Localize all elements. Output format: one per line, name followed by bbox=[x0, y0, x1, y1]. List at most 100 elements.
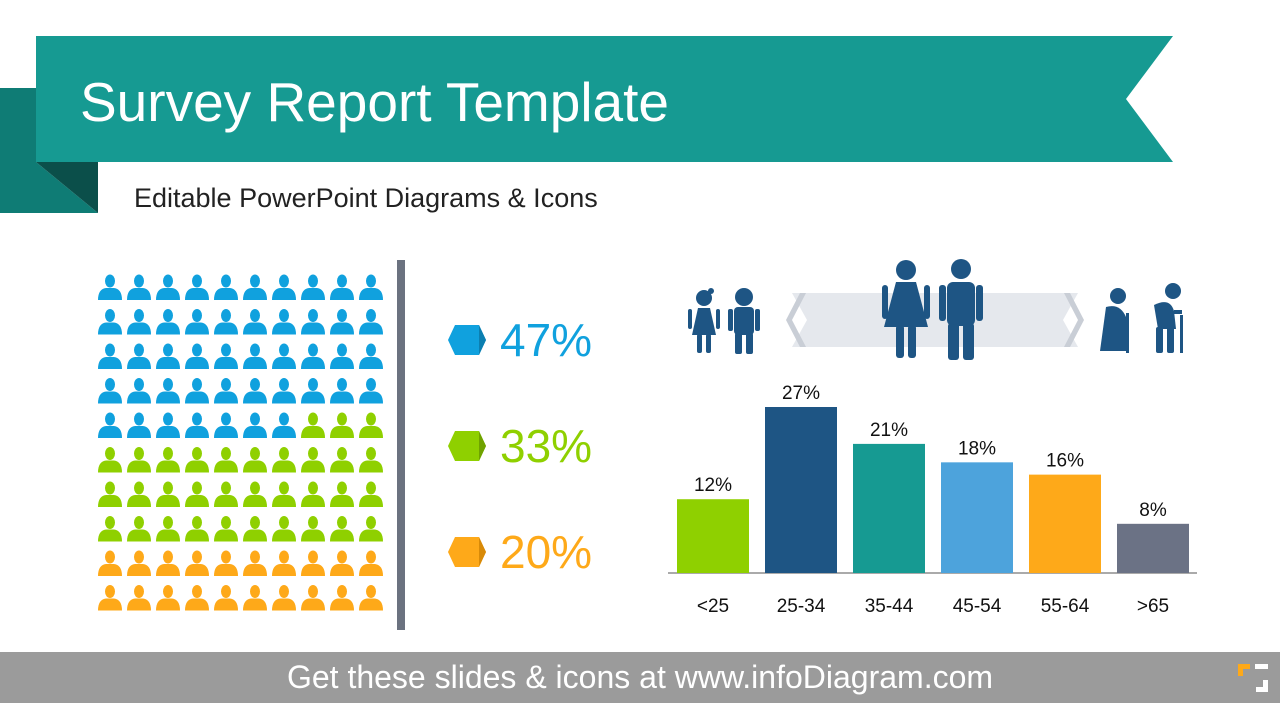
bar bbox=[765, 407, 837, 573]
person-icon bbox=[214, 378, 238, 404]
seniors-icon bbox=[1100, 283, 1183, 353]
person-icon bbox=[127, 343, 151, 369]
hexagon-icon bbox=[448, 325, 486, 355]
person-icon bbox=[127, 447, 151, 473]
person-icon bbox=[243, 585, 267, 611]
person-icon bbox=[272, 585, 296, 611]
person-icon bbox=[156, 585, 180, 611]
page-title: Survey Report Template bbox=[80, 71, 669, 133]
x-tick-label: 45-54 bbox=[953, 596, 1002, 617]
person-icon bbox=[127, 412, 151, 438]
person-icon bbox=[98, 274, 122, 300]
person-icon bbox=[185, 343, 209, 369]
children-icon bbox=[688, 288, 760, 354]
person-icon bbox=[156, 309, 180, 335]
person-icon bbox=[359, 585, 383, 611]
person-icon bbox=[243, 274, 267, 300]
stat-blue: 47% bbox=[448, 310, 648, 370]
bar bbox=[1029, 474, 1101, 573]
bar bbox=[1117, 523, 1189, 573]
person-icon bbox=[330, 585, 354, 611]
person-icon bbox=[330, 274, 354, 300]
infodiagram-logo-icon bbox=[1238, 664, 1268, 692]
person-icon bbox=[243, 412, 267, 438]
person-icon bbox=[156, 343, 180, 369]
person-icon bbox=[359, 516, 383, 542]
person-icon bbox=[98, 585, 122, 611]
person-icon bbox=[330, 447, 354, 473]
person-icon bbox=[359, 550, 383, 576]
person-icon bbox=[272, 343, 296, 369]
person-icon bbox=[214, 343, 238, 369]
person-icon bbox=[127, 309, 151, 335]
person-icon bbox=[301, 378, 325, 404]
person-icon bbox=[359, 447, 383, 473]
bar bbox=[677, 499, 749, 573]
person-icon bbox=[98, 516, 122, 542]
stat-green-value: 33% bbox=[500, 420, 593, 472]
person-icon bbox=[185, 516, 209, 542]
person-icon bbox=[98, 481, 122, 507]
bar bbox=[853, 443, 925, 573]
footer-link[interactable]: Get these slides & icons at www.infoDiag… bbox=[286, 659, 994, 695]
person-icon bbox=[156, 516, 180, 542]
person-icon bbox=[185, 378, 209, 404]
page-subtitle: Editable PowerPoint Diagrams & Icons bbox=[134, 183, 598, 213]
stat-orange-value: 20% bbox=[500, 526, 593, 578]
x-tick-label: 55-64 bbox=[1041, 596, 1090, 617]
bar-value-label: 16% bbox=[1046, 451, 1084, 472]
person-icon bbox=[330, 343, 354, 369]
person-icon bbox=[272, 378, 296, 404]
person-icon bbox=[156, 481, 180, 507]
person-icon bbox=[185, 481, 209, 507]
person-icon bbox=[330, 481, 354, 507]
person-icon bbox=[156, 274, 180, 300]
person-icon bbox=[243, 481, 267, 507]
person-icon bbox=[127, 481, 151, 507]
person-icon bbox=[98, 309, 122, 335]
people-grid bbox=[98, 274, 383, 611]
person-icon bbox=[98, 447, 122, 473]
bar-value-label: 27% bbox=[782, 383, 820, 404]
person-icon bbox=[214, 481, 238, 507]
bar-value-label: 8% bbox=[1139, 500, 1167, 521]
person-icon bbox=[214, 516, 238, 542]
person-icon bbox=[214, 447, 238, 473]
vertical-divider bbox=[397, 260, 405, 630]
person-icon bbox=[243, 550, 267, 576]
person-icon bbox=[330, 550, 354, 576]
person-icon bbox=[301, 585, 325, 611]
person-icon bbox=[214, 585, 238, 611]
age-bar-chart: 12% <25 27% 25-34 21% 35-44 18% 45-54 16% 55-64 8%… bbox=[668, 383, 1197, 617]
age-illustration bbox=[688, 259, 1183, 360]
person-icon bbox=[185, 585, 209, 611]
person-icon bbox=[98, 343, 122, 369]
person-icon bbox=[330, 412, 354, 438]
x-tick-label: <25 bbox=[697, 596, 729, 617]
hexagon-icon bbox=[448, 537, 486, 567]
person-icon bbox=[301, 550, 325, 576]
ribbon-fold bbox=[0, 88, 98, 213]
stat-green: 33% bbox=[448, 416, 648, 476]
person-icon bbox=[98, 412, 122, 438]
bar-value-label: 18% bbox=[958, 438, 996, 459]
person-icon bbox=[272, 309, 296, 335]
person-icon bbox=[243, 309, 267, 335]
person-icon bbox=[301, 309, 325, 335]
age-range-arrow-icon bbox=[786, 293, 1084, 347]
x-tick-label: 25-34 bbox=[777, 596, 826, 617]
person-icon bbox=[359, 274, 383, 300]
x-tick-label: >65 bbox=[1137, 596, 1169, 617]
stat-orange: 20% bbox=[448, 522, 648, 582]
person-icon bbox=[156, 412, 180, 438]
person-icon bbox=[185, 550, 209, 576]
person-icon bbox=[214, 412, 238, 438]
person-icon bbox=[127, 274, 151, 300]
person-icon bbox=[330, 309, 354, 335]
person-icon bbox=[156, 550, 180, 576]
person-icon bbox=[185, 274, 209, 300]
x-tick-label: 35-44 bbox=[865, 596, 914, 617]
person-icon bbox=[272, 274, 296, 300]
person-icon bbox=[359, 412, 383, 438]
title-banner bbox=[36, 36, 1173, 162]
